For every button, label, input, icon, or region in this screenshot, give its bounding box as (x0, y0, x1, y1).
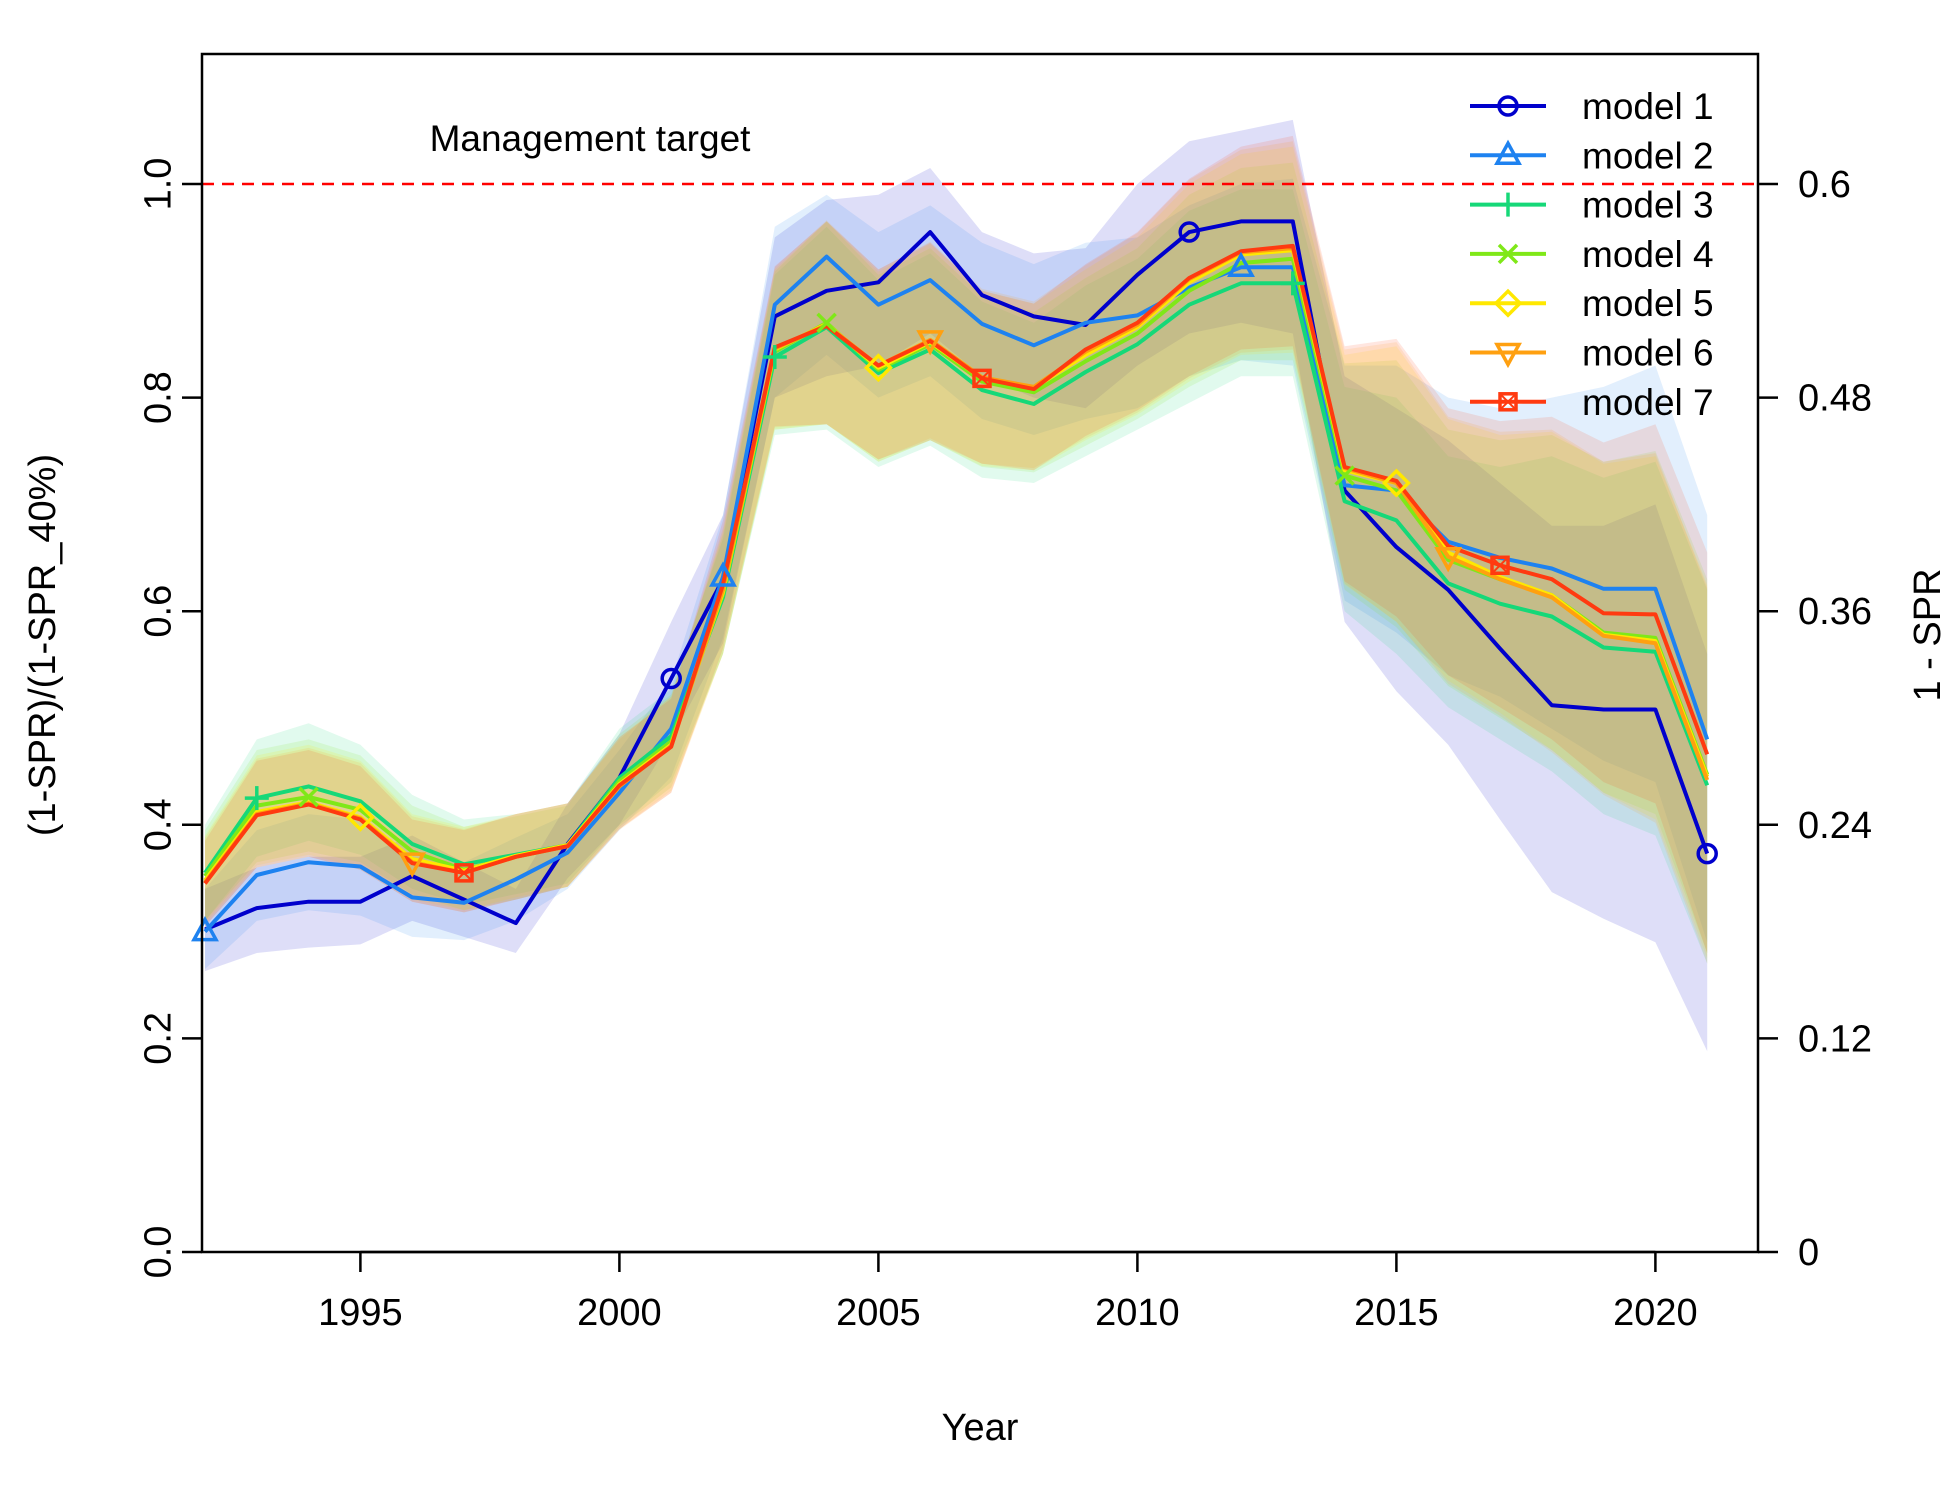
ci-band-4 (205, 162, 1708, 954)
legend-label-1: model 1 (1582, 86, 1714, 127)
x-tick-label: 2010 (1095, 1292, 1180, 1334)
x-tick-label: 2015 (1354, 1292, 1439, 1334)
series-line-1 (204, 219, 1710, 932)
series-marker-7 (454, 863, 474, 883)
y2-tick-label: 0.36 (1798, 591, 1872, 633)
x-tick-label: 2000 (577, 1292, 662, 1334)
y2-tick-label: 0.48 (1798, 378, 1872, 420)
y-tick-label: 0.8 (137, 371, 179, 424)
x-tick-label: 1995 (318, 1292, 403, 1334)
series-marker-3 (244, 786, 269, 811)
legend-label-4: model 4 (1582, 234, 1714, 275)
series-marker-1 (1178, 221, 1200, 243)
y-axis-right: 0 0.12 0.24 0.36 0.48 0.6 (1758, 164, 1872, 1274)
series-marker-1 (660, 667, 682, 690)
y2-tick-label: 0.12 (1798, 1018, 1872, 1060)
series-marker-7 (972, 368, 992, 389)
legend-marker-3 (1496, 192, 1520, 217)
legend-marker-4 (1497, 243, 1519, 265)
legend: model 1 model 2 model 3 model 4 model 5 model… (1470, 86, 1714, 423)
y2-tick-label: 0.6 (1798, 164, 1851, 206)
series-marker-6 (1434, 546, 1463, 573)
series-marker-4 (298, 786, 319, 808)
ci-band-7 (205, 135, 1708, 953)
y2-axis-title: 1 - SPR (1907, 568, 1949, 701)
legend-marker-5 (1493, 288, 1523, 318)
management-target-label: Management target (430, 118, 752, 159)
y-axis-title: (1-SPR)/(1-SPR_40%) (22, 454, 64, 836)
series-line-3 (203, 281, 1710, 875)
y-axis-left: 0.0 0.2 0.4 0.6 0.8 1.0 (137, 158, 202, 1279)
legend-label-7: model 7 (1582, 382, 1714, 423)
legend-label-5: model 5 (1582, 283, 1714, 324)
legend-label-6: model 6 (1582, 333, 1714, 374)
x-axis-title: Year (942, 1407, 1019, 1449)
series-marker-3 (1280, 271, 1305, 296)
series-marker-5 (1381, 468, 1411, 498)
x-tick-label: 2020 (1613, 1292, 1698, 1334)
y-tick-label: 0.2 (137, 1012, 179, 1065)
legend-marker-7 (1498, 392, 1518, 412)
legend-marker-6 (1494, 342, 1522, 369)
ci-band-6 (205, 141, 1708, 964)
y-tick-label: 0.0 (137, 1226, 179, 1279)
series-marker-3 (762, 345, 787, 370)
series-marker-4 (816, 312, 837, 334)
y2-tick-label: 0.24 (1798, 805, 1872, 847)
y-tick-label: 1.0 (137, 158, 179, 211)
series-marker-6 (398, 852, 427, 878)
ci-band-5 (205, 146, 1708, 959)
series-marker-2 (709, 561, 737, 587)
ci-band-3 (205, 189, 1708, 964)
series-line-2 (203, 254, 1710, 933)
x-axis: 1995 2000 2005 2010 2015 2020 (318, 1250, 1698, 1334)
series-marker-1 (1696, 842, 1718, 865)
series-marker-5 (863, 353, 893, 383)
ci-bands (205, 119, 1708, 1052)
ci-band-1 (205, 119, 1708, 1052)
legend-label-2: model 2 (1582, 135, 1714, 176)
legend-marker-2 (1494, 139, 1522, 166)
y-tick-label: 0.4 (137, 798, 179, 851)
legend-marker-1 (1497, 95, 1519, 117)
series-marker-2 (1227, 251, 1255, 278)
x-tick-label: 2005 (836, 1292, 921, 1334)
y2-tick-label: 0 (1798, 1232, 1819, 1274)
series-marker-4 (1334, 465, 1355, 486)
legend-label-3: model 3 (1582, 185, 1714, 226)
y-tick-label: 0.6 (137, 585, 179, 638)
series-markers (191, 221, 1718, 942)
ci-band-2 (205, 178, 1708, 969)
series-marker-6 (916, 330, 945, 356)
series-marker-2 (191, 915, 219, 942)
series-marker-5 (345, 802, 375, 832)
series-marker-7 (1490, 555, 1510, 576)
